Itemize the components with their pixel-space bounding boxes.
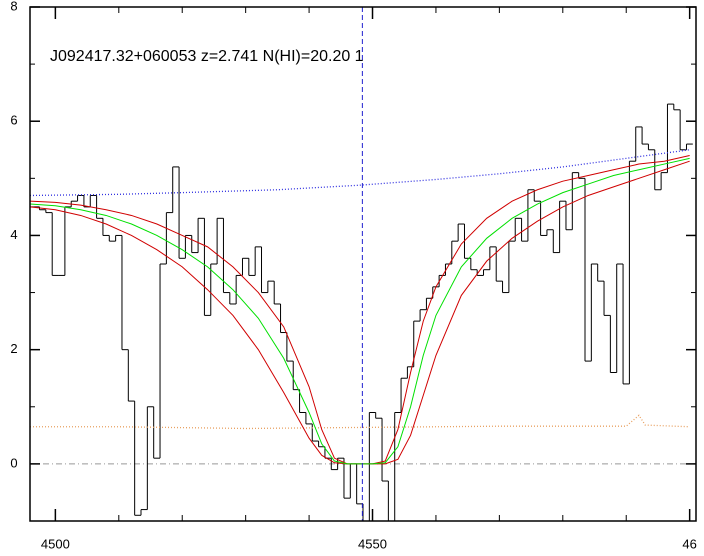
curve: [30, 155, 690, 465]
x-tick-label: 4500: [41, 536, 70, 551]
y-tick-label: 0: [10, 455, 17, 470]
plot-area: [30, 7, 696, 521]
chart-title: J092417.32+060053 z=2.741 N(HI)=20.20 1: [50, 48, 364, 65]
x-tick-label: 4550: [358, 536, 387, 551]
curve: [30, 149, 690, 197]
y-tick-label: 6: [10, 113, 17, 128]
step-riser: [39, 104, 687, 521]
y-tick-label: 4: [10, 227, 17, 242]
curve: [30, 157, 690, 465]
curve: [30, 414, 690, 430]
plot-frame: [29, 6, 697, 522]
y-tick-label: 8: [10, 0, 17, 13]
x-tick-label: 46: [682, 536, 696, 551]
y-tick-label: 2: [10, 341, 17, 356]
curve: [30, 160, 690, 465]
